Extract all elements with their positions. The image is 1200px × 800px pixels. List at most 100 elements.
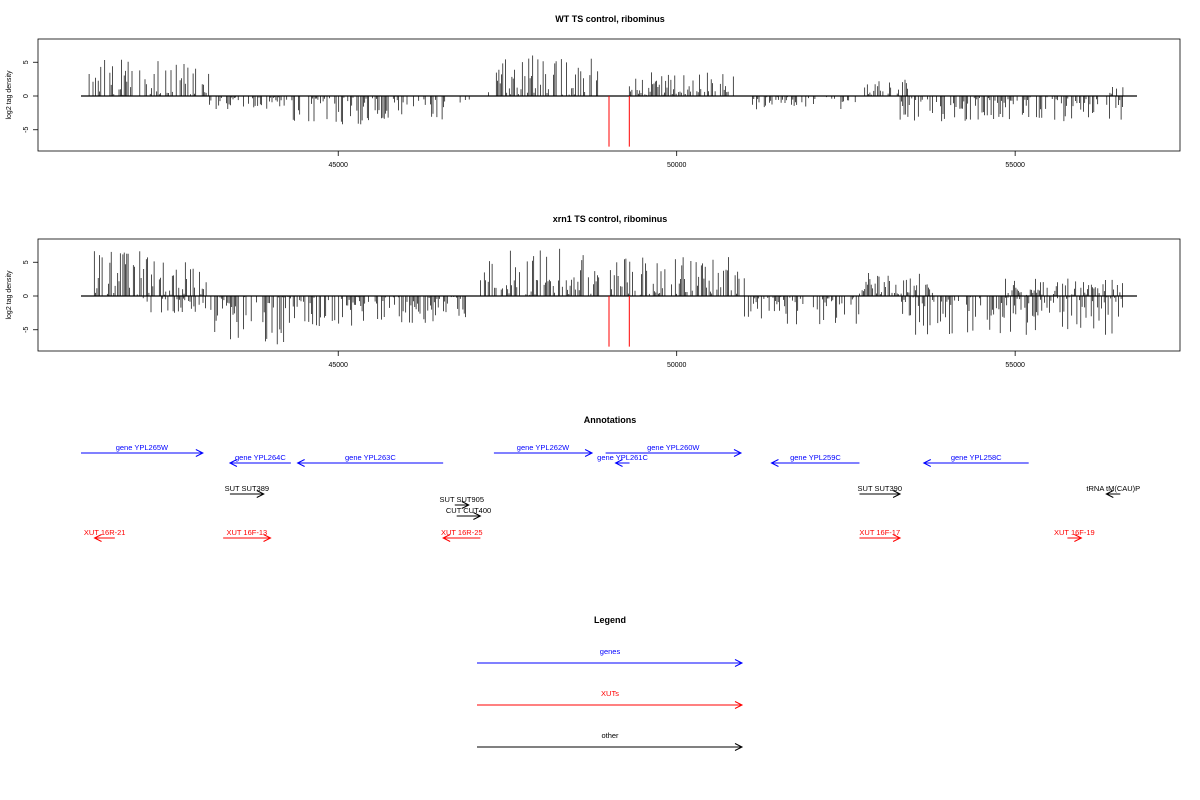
annotation-arrow-head xyxy=(296,459,305,467)
annotation-arrow-head xyxy=(473,512,482,520)
annotation-label: XUT 16R-21 xyxy=(84,528,126,537)
xrn1-coverage-segment xyxy=(744,296,860,325)
annotation-arrow-head xyxy=(922,459,931,467)
wt-coverage-panel: WT TS control, ribominus log2 tag densit… xyxy=(6,14,1181,169)
xrn1-y-tick-label: 0 xyxy=(23,294,30,298)
annotation-feature: XUT 16F-19 xyxy=(1054,528,1095,542)
annotation-feature: gene YPL261C xyxy=(597,453,648,467)
annotation-label: CUT CUT400 xyxy=(446,506,491,515)
legend-label: XUTs xyxy=(601,689,619,698)
xrn1-coverage-segment xyxy=(142,296,206,313)
annotation-label: gene YPL261C xyxy=(597,453,648,462)
wt-coverage-segment xyxy=(752,96,856,110)
annotation-arrow-head xyxy=(461,501,470,509)
xrn1-coverage-bars xyxy=(81,248,1137,347)
wt-y-axis-label: log2 tag density xyxy=(6,70,13,120)
annotation-feature: gene YPL265W xyxy=(81,443,204,457)
xrn1-x-tick-label: 50000 xyxy=(667,362,687,369)
annotation-feature: SUT SUT905 xyxy=(440,495,484,509)
wt-coverage-segment xyxy=(88,59,210,96)
wt-x-tick-label: 55000 xyxy=(1005,162,1025,169)
xrn1-coverage-segment xyxy=(901,296,1123,335)
annotation-label: gene YPL260W xyxy=(647,443,700,452)
annotation-label: SUT SUT389 xyxy=(225,484,269,493)
annotation-label: tRNA tM(CAU)P xyxy=(1086,484,1140,493)
annotation-feature: XUT 16R-25 xyxy=(441,528,483,542)
annotation-label: XUT 16F-13 xyxy=(226,528,267,537)
wt-plot-frame xyxy=(37,38,1181,152)
xrn1-coverage-segment xyxy=(1005,278,1123,296)
annotation-arrow-head xyxy=(228,459,238,467)
annotation-label: gene YPL263C xyxy=(345,453,396,462)
xrn1-plot-frame xyxy=(37,238,1181,352)
annotation-arrow-head xyxy=(733,449,743,457)
xrn1-coverage-segment xyxy=(398,296,466,323)
annotation-label: gene YPL265W xyxy=(116,443,169,452)
annotations-title: Annotations xyxy=(584,415,637,425)
wt-coverage-segment xyxy=(401,96,446,120)
annotation-feature: tRNA tM(CAU)P xyxy=(1086,484,1140,498)
legend-entry: other xyxy=(477,731,744,751)
wt-x-tick-label: 45000 xyxy=(328,162,348,169)
annotation-feature: gene YPL260W xyxy=(605,443,743,457)
wt-coverage-segment xyxy=(899,96,1123,122)
annotation-feature: gene YPL258C xyxy=(922,453,1029,467)
legend-label: other xyxy=(601,731,619,740)
xrn1-y-axis-label: log2 tag density xyxy=(6,270,13,320)
annotation-label: XUT 16F-19 xyxy=(1054,528,1095,537)
wt-y-tick-label: -5 xyxy=(23,127,30,133)
xrn1-coverage-segment xyxy=(859,273,933,296)
xrn1-x-tick-label: 55000 xyxy=(1005,362,1025,369)
annotation-arrow-head xyxy=(442,534,451,542)
legend-label: genes xyxy=(600,647,621,656)
legend-arrow-head xyxy=(734,743,744,751)
xrn1-coverage-segment xyxy=(609,257,745,296)
annotation-feature: CUT CUT400 xyxy=(446,506,491,520)
annotation-feature: XUT 16R-21 xyxy=(84,528,126,542)
xrn1-y-tick-label: 5 xyxy=(23,260,30,264)
wt-y-tick-label: 0 xyxy=(23,94,30,98)
legend-title: Legend xyxy=(594,615,626,625)
annotation-arrow-head xyxy=(770,459,779,467)
xrn1-coverage-segment xyxy=(480,248,600,296)
annotation-arrow-head xyxy=(892,534,902,542)
wt-coverage-bars xyxy=(81,55,1137,147)
legend-arrow-head xyxy=(734,659,744,667)
annotation-feature: gene YPL263C xyxy=(296,453,444,467)
wt-coverage-segment xyxy=(459,96,470,103)
annotation-arrow-head xyxy=(1074,534,1083,542)
xrn1-coverage-segment xyxy=(93,251,207,296)
xrn1-axis-ticks: 45000 50000 55000 -5 0 5 xyxy=(23,260,1025,369)
annotation-label: gene YPL259C xyxy=(790,453,841,462)
legend-entry: XUTs xyxy=(477,689,744,709)
wt-coverage-segment xyxy=(628,72,734,96)
annotation-label: gene YPL262W xyxy=(517,443,570,452)
annotation-arrow-head xyxy=(1105,490,1114,498)
annotation-label: gene YPL264C xyxy=(235,453,286,462)
annotation-feature: SUT SUT389 xyxy=(225,484,269,498)
annotation-feature: gene YPL259C xyxy=(770,453,860,467)
wt-coverage-segment xyxy=(488,55,599,96)
wt-y-tick-label: 5 xyxy=(23,60,30,64)
wt-coverage-segment xyxy=(864,79,908,96)
xrn1-coverage-segment xyxy=(210,296,285,345)
annotation-arrow-head xyxy=(614,459,623,467)
annotation-arrow-head xyxy=(584,449,594,457)
xrn1-panel-title: xrn1 TS control, ribominus xyxy=(553,214,668,224)
annotation-features: gene YPL265W gene YPL264C gene YPL263C gene… xyxy=(81,443,1140,542)
annotation-arrow-head xyxy=(93,534,102,542)
legend-entry: genes xyxy=(477,647,744,667)
wt-panel-title: WT TS control, ribominus xyxy=(555,14,665,24)
wt-coverage-segment xyxy=(209,96,282,109)
annotation-feature: XUT 16F-13 xyxy=(223,528,272,542)
annotation-label: XUT 16F-17 xyxy=(859,528,900,537)
xrn1-x-tick-label: 45000 xyxy=(328,362,348,369)
annotation-arrow-head xyxy=(195,449,204,457)
annotation-feature: gene YPL262W xyxy=(493,443,594,457)
wt-coverage-segment xyxy=(1109,87,1124,96)
wt-axis-ticks: 45000 50000 55000 -5 0 5 xyxy=(23,60,1025,169)
annotation-feature: SUT SUT390 xyxy=(858,484,902,498)
annotation-feature: gene YPL264C xyxy=(228,453,291,467)
